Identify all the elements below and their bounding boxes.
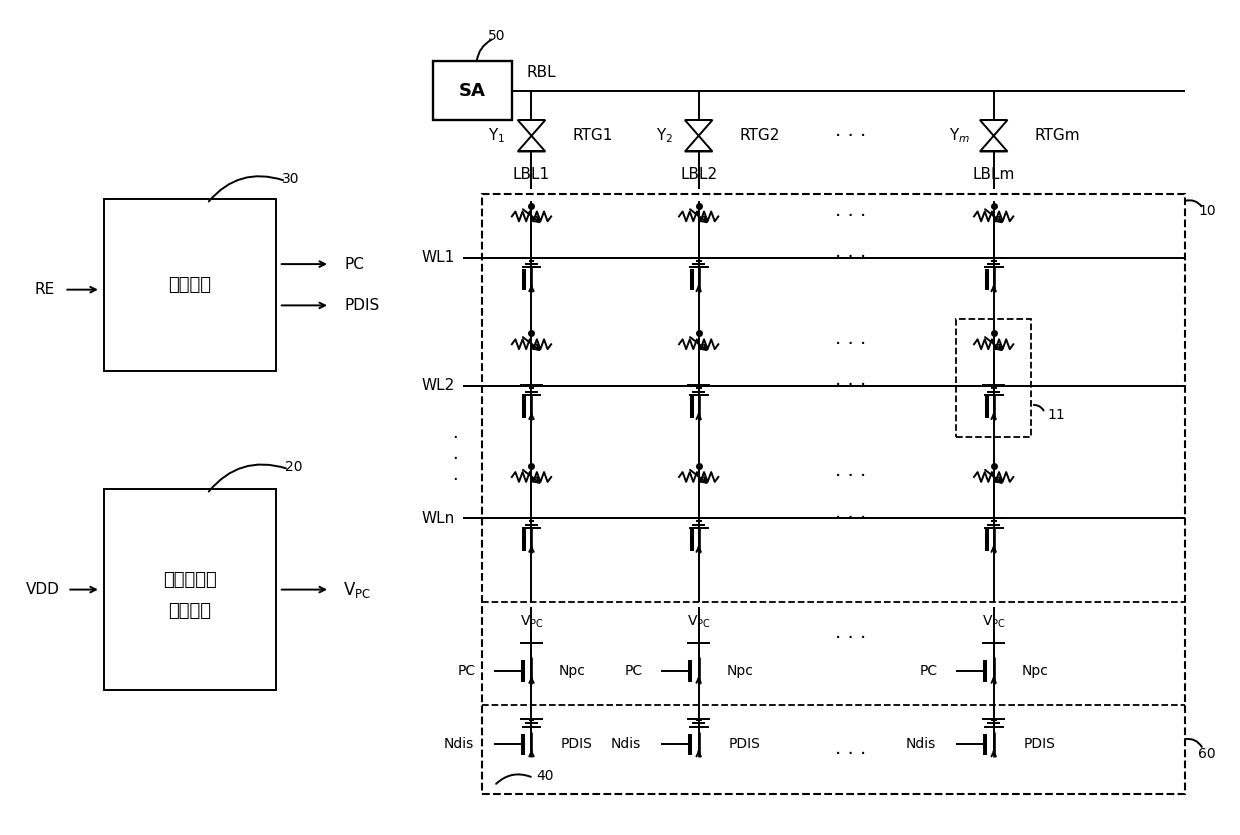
- Text: 11: 11: [1048, 408, 1065, 422]
- Text: 20: 20: [285, 460, 303, 474]
- Text: V$_{\rm PC}$: V$_{\rm PC}$: [982, 614, 1006, 630]
- Text: 预充电电压: 预充电电压: [162, 571, 217, 589]
- Text: WLn: WLn: [422, 511, 455, 526]
- Text: LBLm: LBLm: [972, 167, 1014, 182]
- Text: Npc: Npc: [1022, 664, 1048, 678]
- Bar: [104, 199, 275, 371]
- Text: Npc: Npc: [559, 664, 587, 678]
- Text: RTGm: RTGm: [1035, 129, 1080, 144]
- Text: Y$_m$: Y$_m$: [949, 126, 970, 145]
- Text: RTG1: RTG1: [573, 129, 613, 144]
- Text: 30: 30: [281, 172, 299, 186]
- Text: LBL2: LBL2: [680, 167, 717, 182]
- Text: PDIS: PDIS: [1023, 737, 1055, 752]
- Text: PC: PC: [920, 664, 939, 678]
- Text: · · ·: · · ·: [836, 335, 867, 354]
- Text: WL2: WL2: [422, 378, 455, 393]
- Text: RTG2: RTG2: [740, 129, 780, 144]
- Text: PC: PC: [345, 256, 365, 271]
- Text: · · ·: · · ·: [836, 376, 867, 395]
- Text: Ndis: Ndis: [906, 737, 936, 752]
- Bar: [433, 61, 512, 120]
- Text: PC: PC: [625, 664, 644, 678]
- Text: Npc: Npc: [727, 664, 753, 678]
- Text: Y$_2$: Y$_2$: [656, 126, 673, 145]
- Text: PDIS: PDIS: [345, 298, 379, 313]
- Text: 控制模块: 控制模块: [169, 276, 211, 294]
- Text: VDD: VDD: [26, 582, 60, 597]
- Text: · · ·: · · ·: [836, 248, 867, 267]
- Bar: [482, 194, 1185, 793]
- Text: 产生模块: 产生模块: [169, 602, 211, 620]
- Text: · · ·: · · ·: [836, 207, 867, 226]
- Text: Ndis: Ndis: [444, 737, 474, 752]
- Bar: [104, 488, 275, 691]
- Text: V$_{\rm PC}$: V$_{\rm PC}$: [687, 614, 711, 630]
- Text: · · ·: · · ·: [836, 509, 867, 528]
- Text: 40: 40: [537, 769, 554, 783]
- Text: PDIS: PDIS: [560, 737, 593, 752]
- Text: LBL1: LBL1: [513, 167, 551, 182]
- Text: PC: PC: [458, 664, 476, 678]
- Text: · · ·: · · ·: [836, 745, 867, 764]
- Text: PDIS: PDIS: [728, 737, 760, 752]
- Text: 60: 60: [1198, 747, 1216, 762]
- Text: RBL: RBL: [527, 65, 557, 80]
- Text: Ndis: Ndis: [611, 737, 641, 752]
- Text: Y$_1$: Y$_1$: [489, 126, 506, 145]
- Text: · · ·: · · ·: [836, 468, 867, 487]
- Text: · · ·: · · ·: [836, 630, 867, 648]
- Bar: [956, 319, 1030, 437]
- Text: 10: 10: [1198, 205, 1216, 219]
- Text: SA: SA: [459, 82, 486, 99]
- Text: V$_{\rm PC}$: V$_{\rm PC}$: [520, 614, 543, 630]
- Text: V$_{\rm PC}$: V$_{\rm PC}$: [342, 579, 371, 600]
- Text: RE: RE: [35, 282, 55, 297]
- Text: WL1: WL1: [422, 250, 455, 266]
- Text: ·
·
·: · · ·: [451, 429, 458, 489]
- Text: · · ·: · · ·: [836, 127, 867, 146]
- Text: 50: 50: [489, 29, 506, 43]
